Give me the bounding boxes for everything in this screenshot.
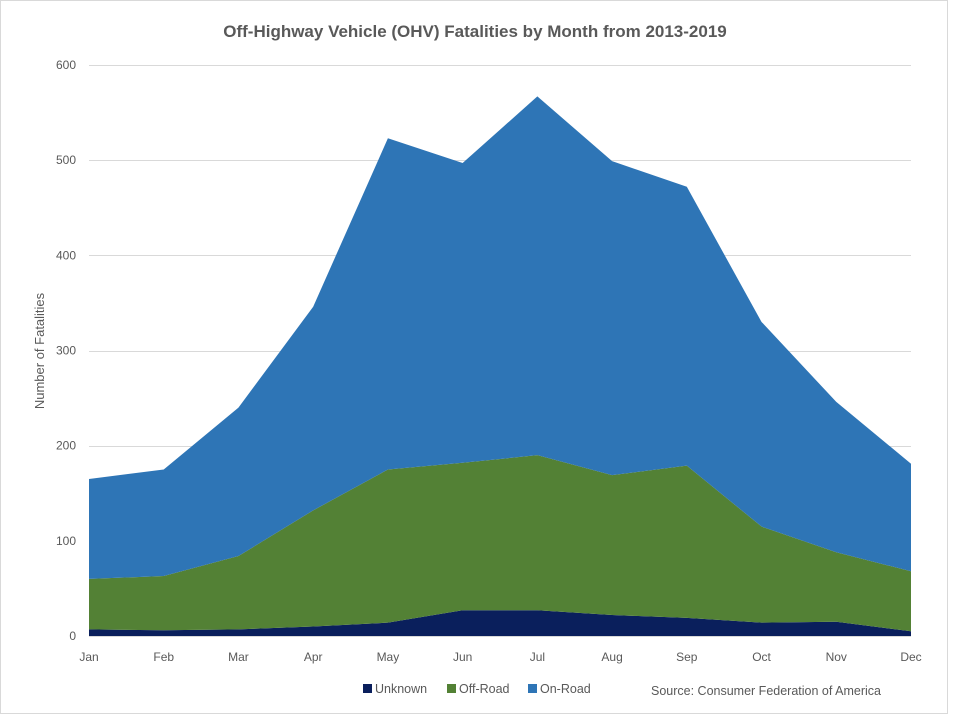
legend-label-on-road: On-Road xyxy=(540,682,591,696)
y-tick-label-600: 600 xyxy=(56,58,76,72)
legend-label-off-road: Off-Road xyxy=(459,682,510,696)
x-tick-label-jul: Jul xyxy=(530,650,545,664)
y-axis-ticks: 0 100 200 300 400 500 600 xyxy=(56,58,76,643)
x-tick-label-mar: Mar xyxy=(228,650,249,664)
x-tick-label-jun: Jun xyxy=(453,650,472,664)
y-tick-label-200: 200 xyxy=(56,439,76,453)
legend-swatch-on-road xyxy=(528,684,537,693)
x-tick-label-feb: Feb xyxy=(153,650,174,664)
x-tick-label-aug: Aug xyxy=(601,650,622,664)
legend-item-off-road: Off-Road xyxy=(447,682,510,696)
y-tick-label-500: 500 xyxy=(56,153,76,167)
x-axis-ticks: Jan Feb Mar Apr May Jun Jul Aug Sep Oct Nov Dec xyxy=(79,650,921,664)
legend-swatch-off-road xyxy=(447,684,456,693)
source-note: Source: Consumer Federation of America xyxy=(651,684,881,698)
legend: Unknown Off-Road On-Road xyxy=(363,682,591,696)
legend-swatch-unknown xyxy=(363,684,372,693)
x-tick-label-jan: Jan xyxy=(79,650,98,664)
x-tick-label-sep: Sep xyxy=(676,650,698,664)
plot-areas xyxy=(89,96,911,636)
x-tick-label-dec: Dec xyxy=(900,650,921,664)
legend-item-unknown: Unknown xyxy=(363,682,427,696)
x-tick-label-apr: Apr xyxy=(304,650,323,664)
y-tick-label-0: 0 xyxy=(69,629,76,643)
y-tick-label-300: 300 xyxy=(56,344,76,358)
y-tick-label-100: 100 xyxy=(56,534,76,548)
area-on-road xyxy=(89,96,911,579)
legend-item-on-road: On-Road xyxy=(528,682,591,696)
chart-title: Off-Highway Vehicle (OHV) Fatalities by … xyxy=(223,22,727,41)
x-tick-label-may: May xyxy=(377,650,400,664)
area-off-road xyxy=(89,455,911,632)
y-axis-title: Number of Fatalities xyxy=(32,292,47,409)
x-tick-label-nov: Nov xyxy=(826,650,847,664)
y-tick-label-400: 400 xyxy=(56,248,76,262)
area-unknown xyxy=(89,610,911,636)
legend-label-unknown: Unknown xyxy=(375,682,427,696)
x-tick-label-oct: Oct xyxy=(752,650,771,664)
